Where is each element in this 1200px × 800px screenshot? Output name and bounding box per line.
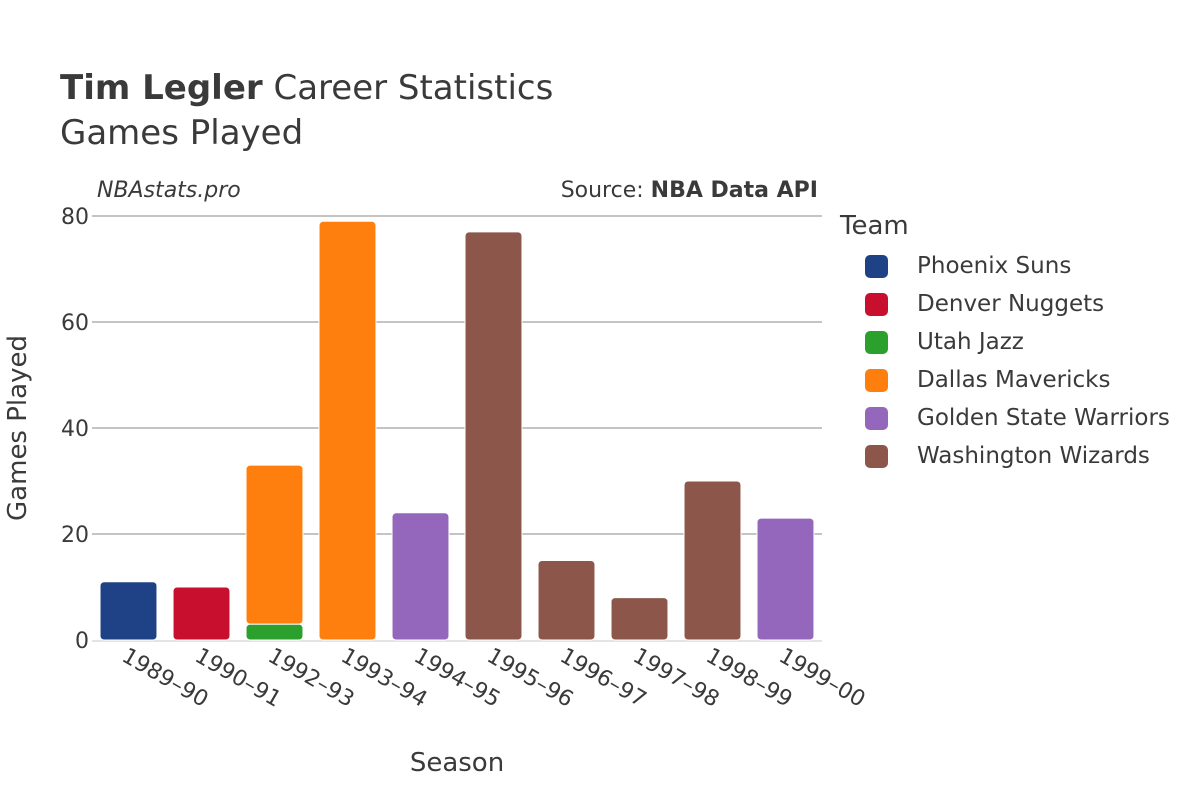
y-axis-title: Games Played bbox=[3, 335, 33, 521]
legend-title: Team bbox=[840, 211, 909, 241]
source-name: NBA Data API bbox=[650, 178, 818, 203]
legend-item[interactable]: Golden State Warriors bbox=[865, 405, 1170, 431]
bar bbox=[683, 480, 742, 641]
legend-item[interactable]: Utah Jazz bbox=[865, 329, 1024, 355]
chart-title: Tim Legler Career Statistics bbox=[60, 68, 553, 108]
legend-swatch bbox=[865, 406, 888, 430]
bar bbox=[391, 512, 450, 641]
bar bbox=[172, 586, 231, 641]
legend-label: Golden State Warriors bbox=[917, 405, 1170, 431]
legend-label: Washington Wizards bbox=[917, 443, 1150, 469]
y-tick-label: 20 bbox=[61, 523, 89, 548]
bar bbox=[756, 517, 815, 641]
legend-label: Dallas Mavericks bbox=[917, 367, 1111, 393]
chart-subtitle: Games Played bbox=[60, 113, 304, 153]
bar bbox=[464, 231, 523, 641]
legend-swatch bbox=[865, 330, 888, 354]
legend-swatch bbox=[865, 444, 888, 468]
bar bbox=[610, 597, 669, 641]
legend-swatch bbox=[865, 292, 888, 316]
legend-item[interactable]: Dallas Mavericks bbox=[865, 367, 1111, 393]
x-axis-title: Season bbox=[410, 748, 504, 778]
bar bbox=[99, 581, 158, 641]
bar bbox=[245, 464, 304, 625]
legend-item[interactable]: Washington Wizards bbox=[865, 443, 1150, 469]
title-suffix: Career Statistics bbox=[262, 68, 554, 108]
legend-item[interactable]: Phoenix Suns bbox=[865, 253, 1072, 279]
y-tick-label: 80 bbox=[61, 205, 89, 230]
legend-item[interactable]: Denver Nuggets bbox=[865, 291, 1105, 317]
y-tick-label: 0 bbox=[75, 629, 89, 654]
legend-label: Utah Jazz bbox=[917, 329, 1024, 355]
watermark: NBAstats.pro bbox=[97, 178, 241, 203]
legend-swatch bbox=[865, 254, 888, 278]
bar bbox=[318, 220, 377, 641]
bar bbox=[537, 560, 596, 641]
y-tick-label: 40 bbox=[61, 417, 89, 442]
source-credit: Source: NBA Data API bbox=[561, 178, 818, 203]
legend-label: Denver Nuggets bbox=[917, 291, 1105, 317]
player-name: Tim Legler bbox=[60, 68, 263, 108]
y-tick-label: 60 bbox=[61, 311, 89, 336]
legend-swatch bbox=[865, 368, 888, 392]
bar bbox=[245, 623, 304, 641]
source-prefix: Source: bbox=[560, 178, 651, 203]
legend-label: Phoenix Suns bbox=[917, 253, 1072, 279]
